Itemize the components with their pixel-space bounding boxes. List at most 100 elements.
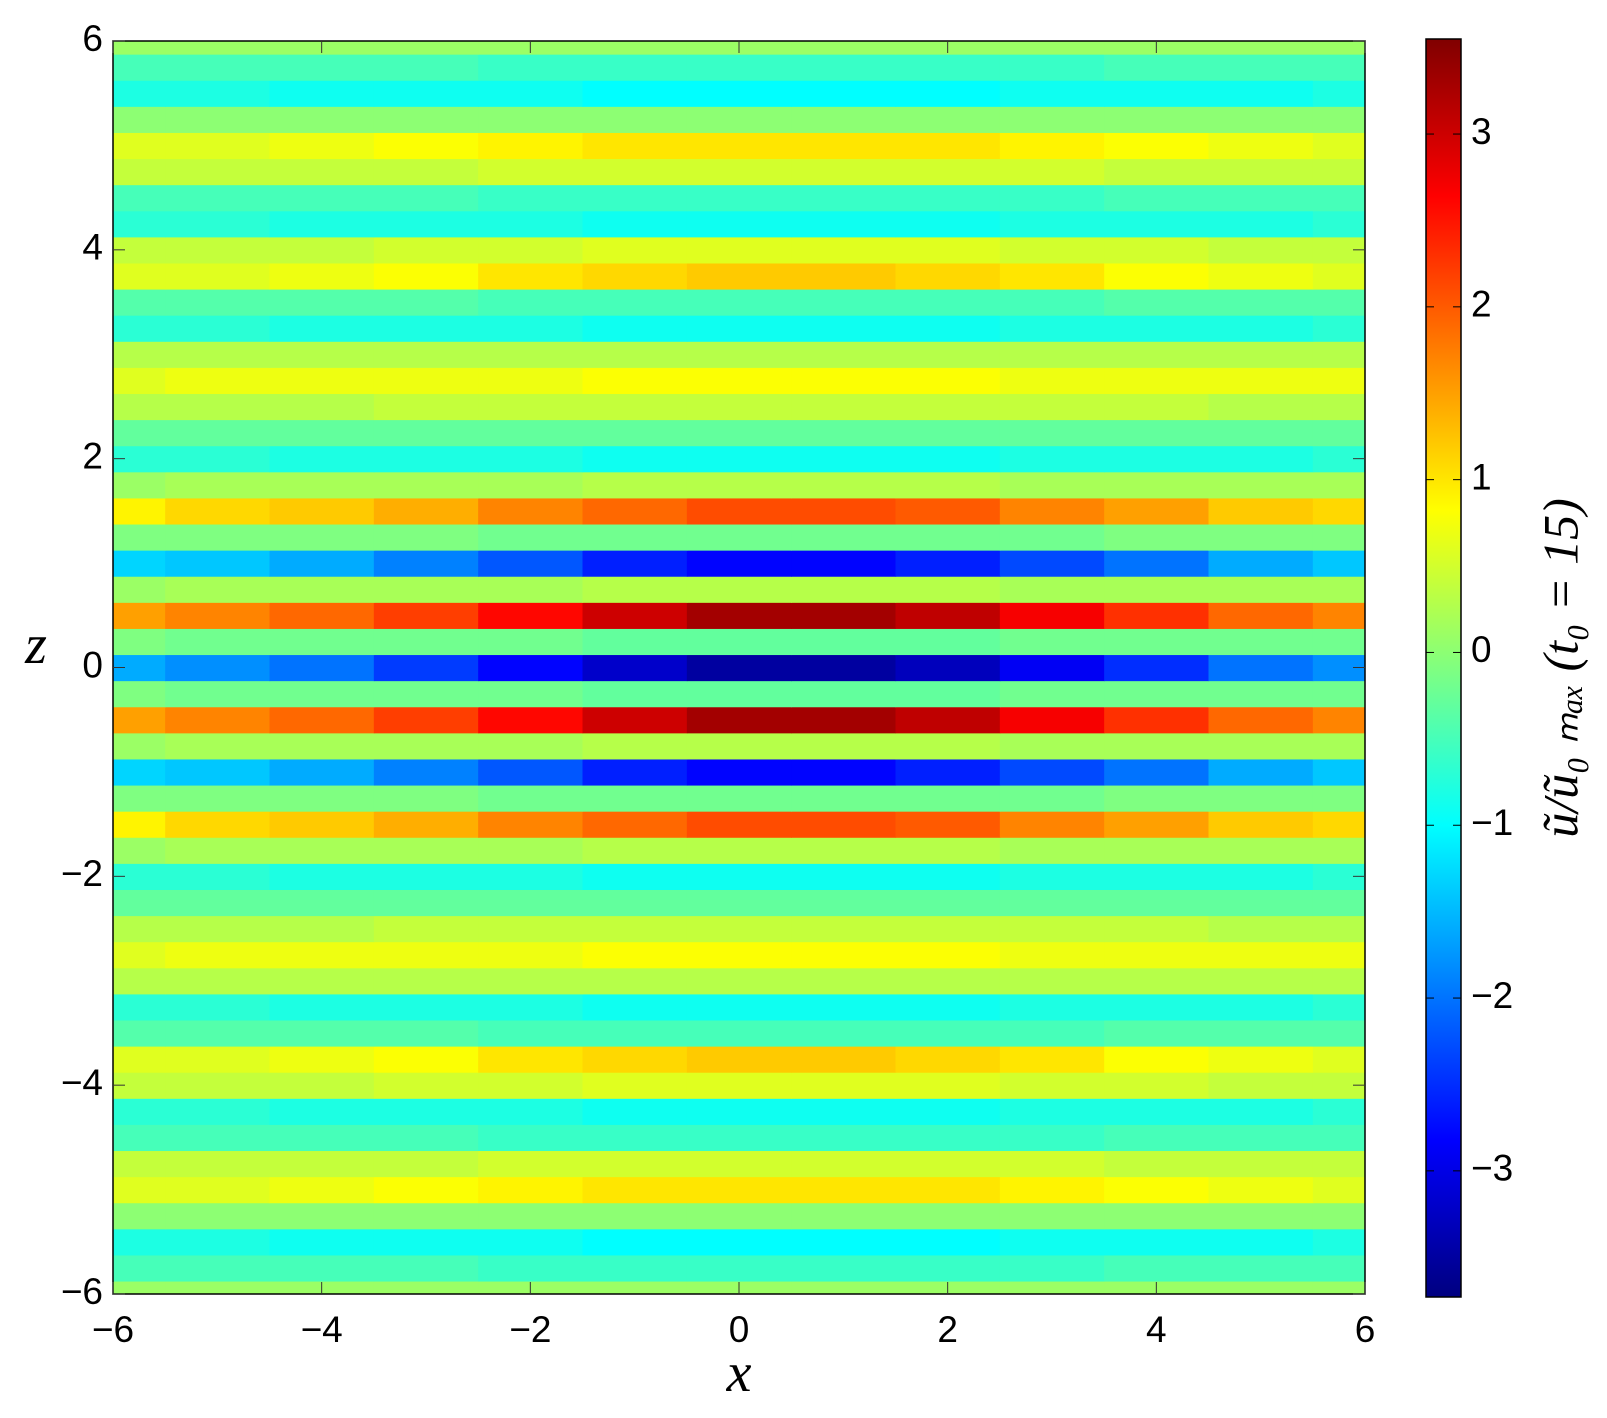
heatmap-cell <box>269 889 375 917</box>
heatmap-cell <box>113 1280 166 1294</box>
heatmap-cell <box>1312 993 1365 1021</box>
heatmap-cell <box>373 210 479 238</box>
heatmap-cell <box>373 80 479 107</box>
heatmap-cell <box>582 550 688 577</box>
heatmap-cell <box>1208 184 1314 212</box>
colorbar-tick-label: −2 <box>1471 975 1513 1016</box>
heatmap-cell <box>1104 471 1210 499</box>
heatmap-cell <box>686 967 792 995</box>
heatmap-cell <box>1208 210 1314 238</box>
heatmap-cell <box>999 210 1105 238</box>
heatmap-cell <box>373 54 479 81</box>
heatmap-cell <box>895 288 1001 316</box>
heatmap-cell <box>165 993 271 1021</box>
heatmap-cell <box>895 54 1001 81</box>
heatmap-cell <box>165 1019 271 1047</box>
heatmap-cell <box>895 758 1001 786</box>
heatmap-cell <box>373 863 479 890</box>
heatmap-cell <box>686 758 792 786</box>
heatmap-cell <box>999 837 1105 864</box>
heatmap-cell <box>1104 315 1210 342</box>
heatmap-cell <box>1208 863 1314 890</box>
heatmap-cell <box>791 54 897 81</box>
y-tick-label: 0 <box>82 644 103 685</box>
heatmap-cell <box>1312 811 1365 838</box>
heatmap-cell <box>895 889 1001 917</box>
heatmap-cell <box>582 1098 688 1125</box>
colorbar-label: ũ/ũ₀ ₘₐₓ (t₀ = 15) <box>1532 498 1588 838</box>
heatmap-cell <box>686 1150 792 1178</box>
heatmap-cell <box>791 784 897 812</box>
heatmap-cell <box>686 1072 792 1099</box>
heatmap-cell <box>999 471 1105 499</box>
y-tick-label: 6 <box>82 18 103 59</box>
heatmap-cell <box>1208 419 1314 447</box>
heatmap-cell <box>373 993 479 1021</box>
heatmap-cell <box>373 158 479 186</box>
heatmap-cell <box>373 1046 479 1073</box>
heatmap-cell <box>1312 80 1365 107</box>
heatmap-cell <box>1104 1254 1210 1282</box>
heatmap-cell <box>113 158 166 186</box>
heatmap-cell <box>1104 1202 1210 1230</box>
heatmap-cell <box>1208 680 1314 708</box>
heatmap-cell <box>999 445 1105 473</box>
heatmap-cell <box>686 993 792 1021</box>
heatmap-cell <box>791 1098 897 1125</box>
heatmap-cell <box>791 1280 897 1294</box>
heatmap-cell <box>895 262 1001 290</box>
heatmap-cell <box>1208 654 1314 682</box>
heatmap-cell <box>686 341 792 368</box>
heatmap-cell <box>791 1176 897 1204</box>
heatmap-cell <box>1208 732 1314 760</box>
heatmap-cell <box>373 367 479 395</box>
heatmap-cell <box>269 628 375 656</box>
heatmap-cell <box>999 288 1105 316</box>
heatmap-cell <box>478 1228 584 1256</box>
heatmap-cell <box>165 732 271 760</box>
heatmap-cell <box>1208 1176 1314 1204</box>
heatmap-cell <box>895 1098 1001 1125</box>
heatmap-cell <box>895 863 1001 890</box>
heatmap-cell <box>373 497 479 525</box>
heatmap-cell <box>999 602 1105 629</box>
heatmap-cell <box>791 1228 897 1256</box>
heatmap-cell <box>686 315 792 342</box>
heatmap-cell <box>1312 210 1365 238</box>
heatmap-cell <box>478 993 584 1021</box>
heatmap-cell <box>269 445 375 473</box>
heatmap-cell <box>999 393 1105 421</box>
heatmap-cell <box>269 497 375 525</box>
heatmap-cell <box>1208 523 1314 551</box>
heatmap-cell <box>791 837 897 864</box>
heatmap-cell <box>999 1098 1105 1125</box>
heatmap-cell <box>686 1254 792 1282</box>
heatmap-cell <box>1312 784 1365 812</box>
heatmap-cell <box>113 315 166 342</box>
heatmap-cell <box>478 758 584 786</box>
heatmap-cell <box>582 602 688 629</box>
heatmap-cell <box>1312 1019 1365 1047</box>
heatmap-cell <box>1312 288 1365 316</box>
heatmap-cell <box>582 471 688 499</box>
heatmap-cell <box>113 341 166 368</box>
heatmap-cell <box>582 680 688 708</box>
heatmap-cell <box>373 236 479 264</box>
heatmap-cell <box>1312 602 1365 629</box>
heatmap-cell <box>113 784 166 812</box>
heatmap-cell <box>478 288 584 316</box>
heatmap-cell <box>999 1150 1105 1178</box>
heatmap-cell <box>1312 550 1365 577</box>
heatmap-cell <box>791 576 897 603</box>
heatmap-cell <box>895 550 1001 577</box>
heatmap-cell <box>113 106 166 133</box>
heatmap-cell <box>1104 732 1210 760</box>
heatmap-cell <box>1104 1176 1210 1204</box>
heatmap-cell <box>791 341 897 368</box>
heatmap-cell <box>165 837 271 864</box>
heatmap-cell <box>1104 550 1210 577</box>
y-tick-label: −4 <box>61 1062 103 1103</box>
heatmap-cell <box>895 106 1001 133</box>
heatmap-cell <box>582 993 688 1021</box>
heatmap-cell <box>269 915 375 943</box>
